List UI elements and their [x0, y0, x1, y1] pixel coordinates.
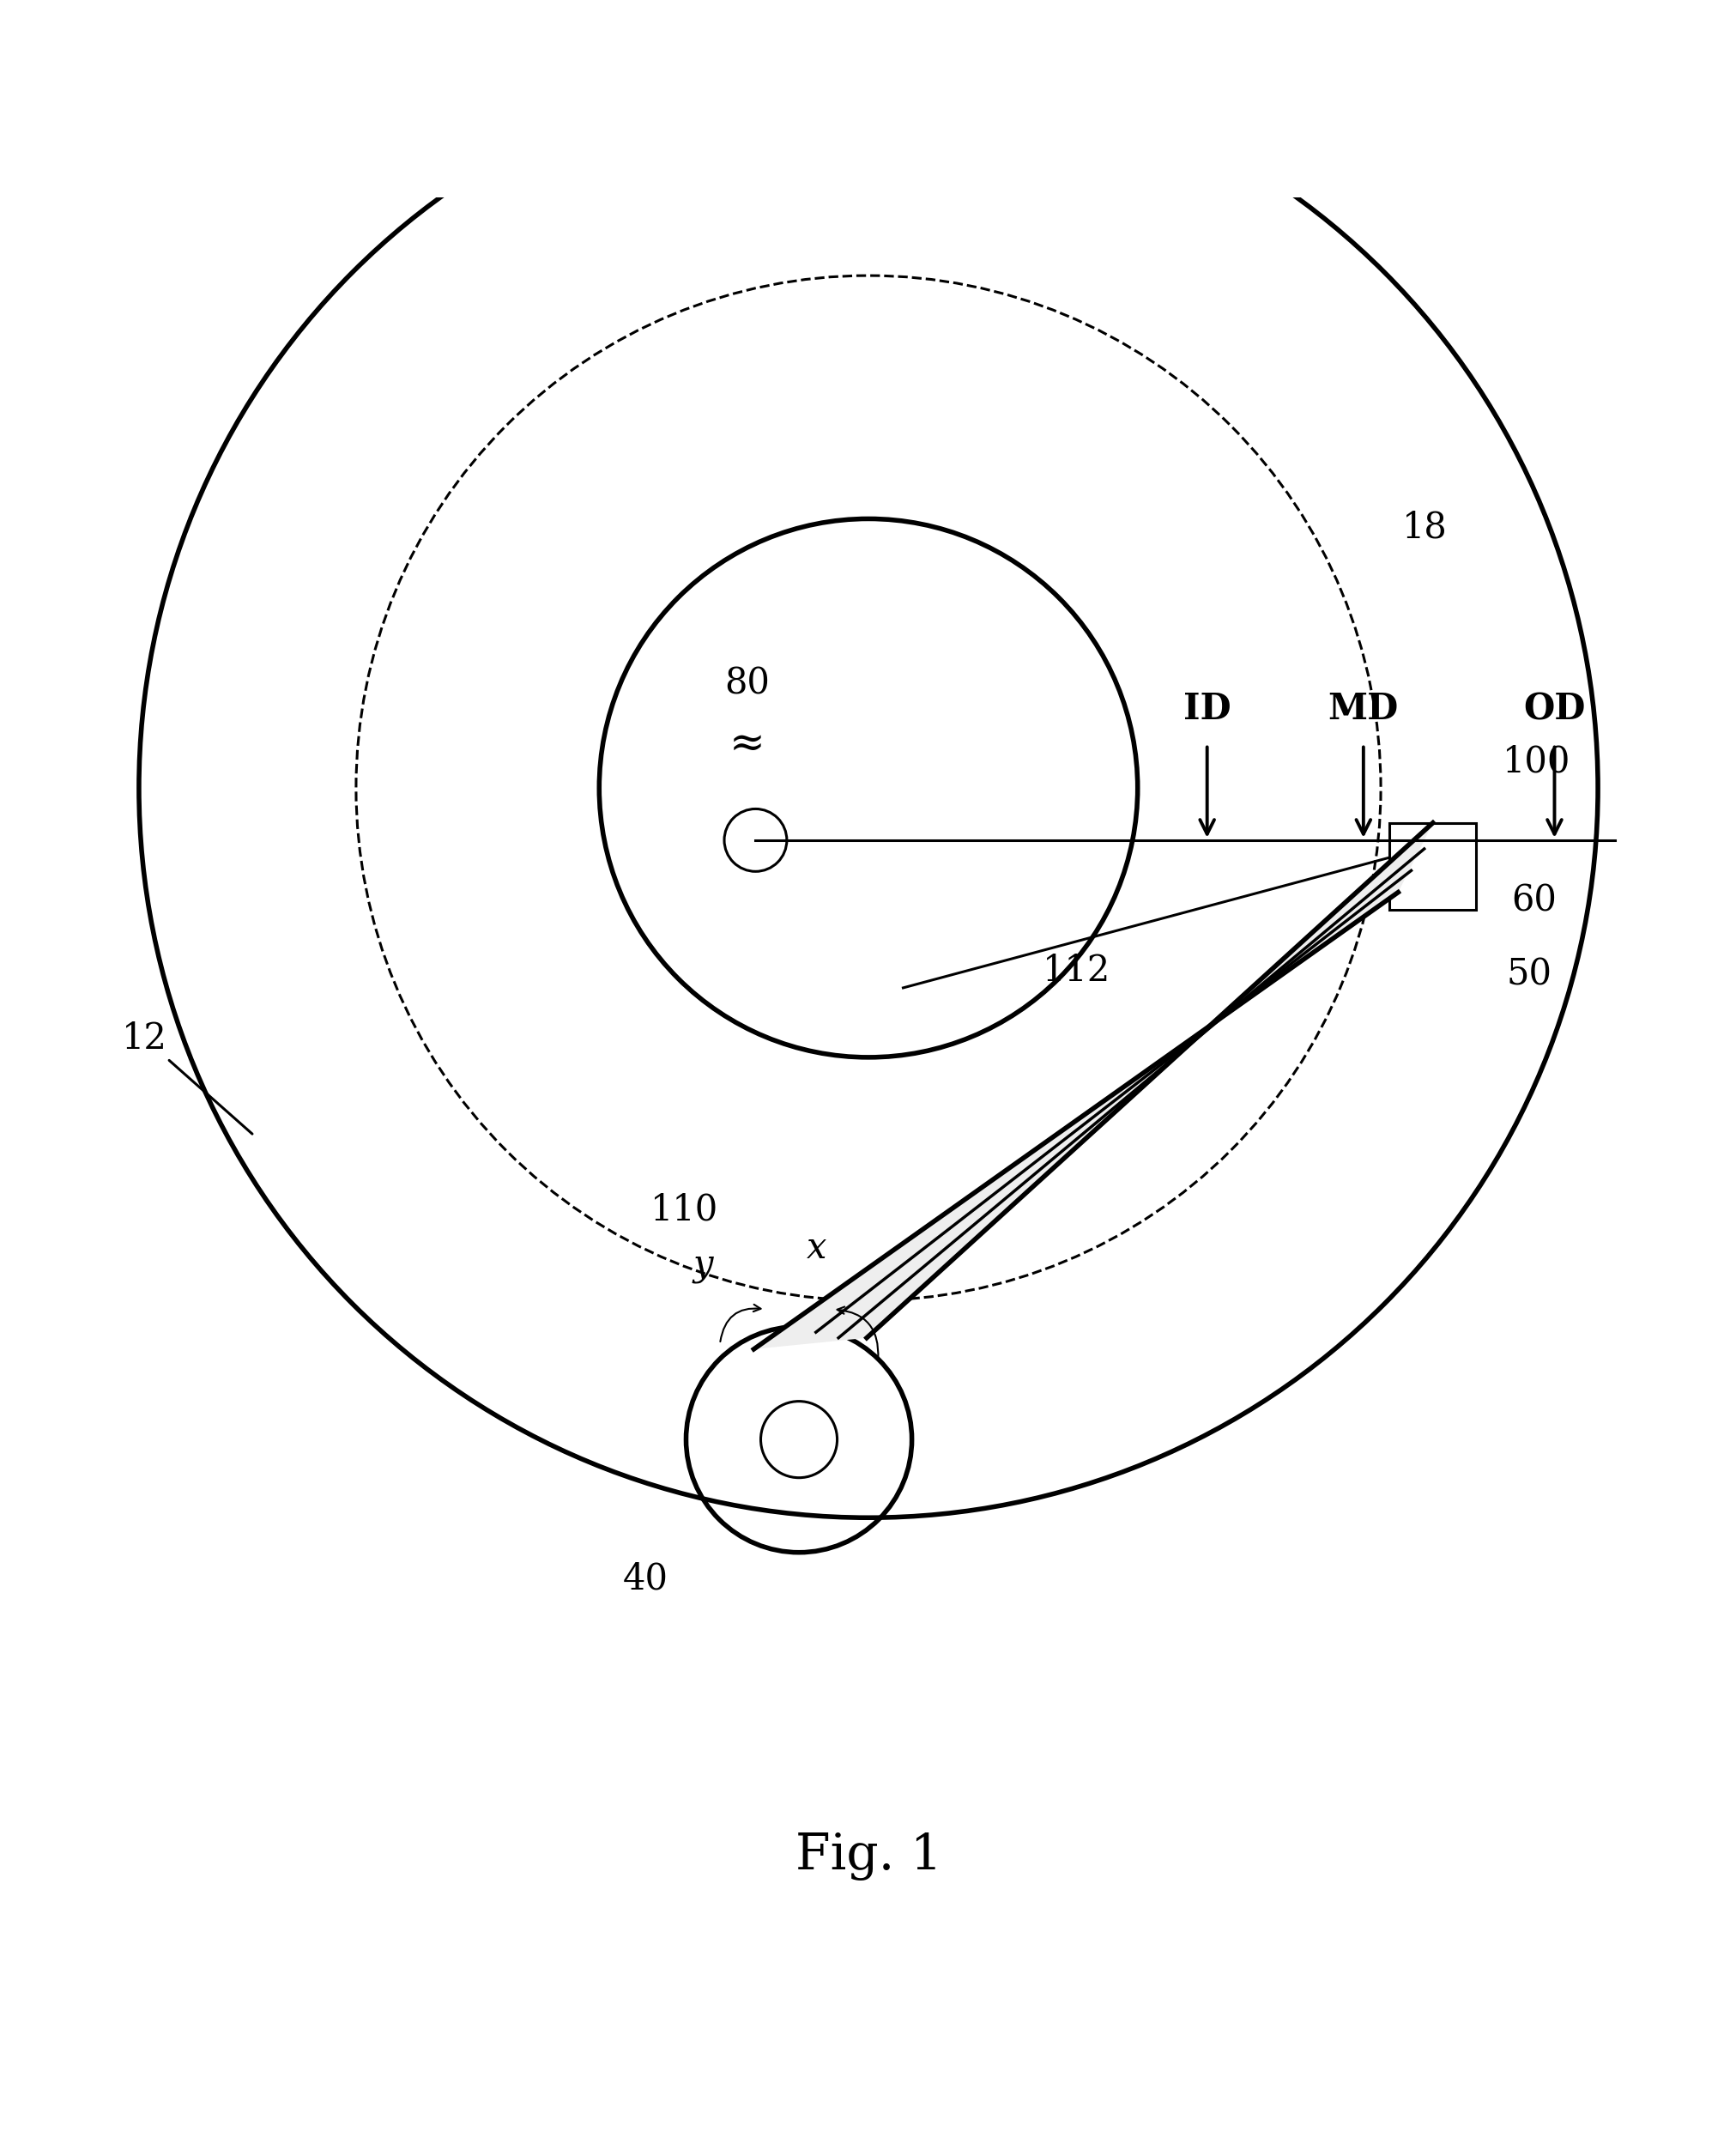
Text: 50: 50 — [1505, 957, 1552, 994]
Text: 80: 80 — [724, 665, 769, 701]
Polygon shape — [1389, 823, 1476, 910]
Text: 18: 18 — [1401, 510, 1446, 546]
Text: 12: 12 — [122, 1021, 252, 1134]
Text: 110: 110 — [649, 1192, 719, 1228]
Text: 100: 100 — [1502, 744, 1569, 780]
Text: x: x — [806, 1230, 826, 1266]
Text: 60: 60 — [1510, 883, 1555, 919]
Text: ≈: ≈ — [729, 723, 764, 765]
Text: Fig. 1: Fig. 1 — [795, 1831, 941, 1880]
Text: OD: OD — [1522, 691, 1585, 727]
Text: 40: 40 — [623, 1561, 668, 1597]
Text: 112: 112 — [1042, 953, 1111, 989]
Text: ID: ID — [1182, 691, 1231, 727]
Text: MD: MD — [1328, 691, 1397, 727]
Text: y: y — [693, 1247, 713, 1283]
Polygon shape — [753, 823, 1432, 1350]
